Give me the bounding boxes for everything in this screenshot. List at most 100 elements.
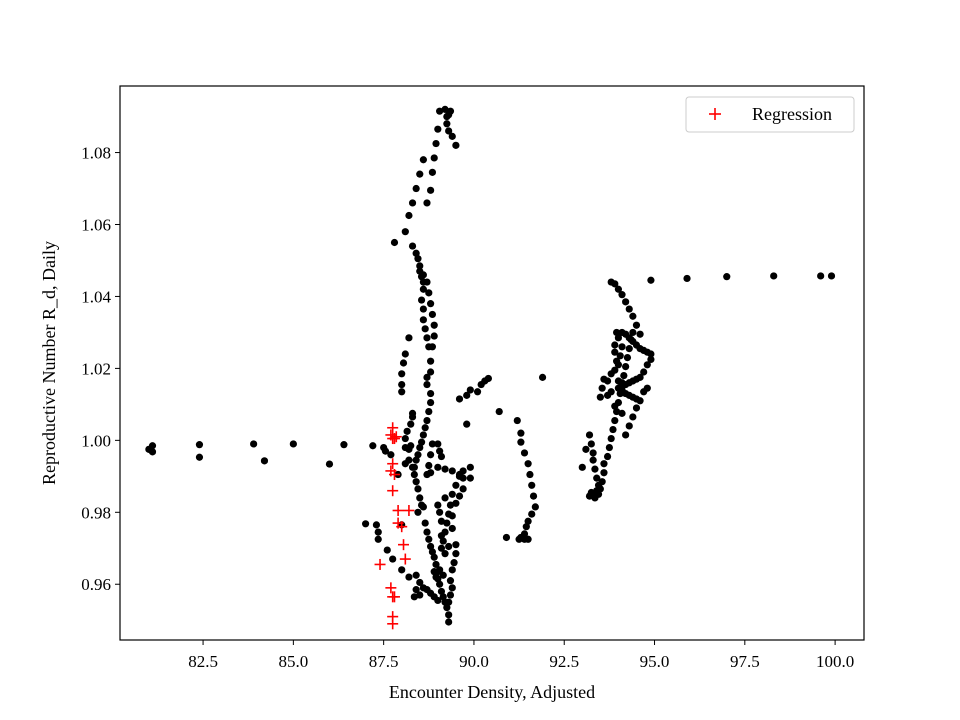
- data-point: [443, 120, 451, 128]
- data-point: [428, 343, 437, 351]
- data-point: [578, 463, 586, 471]
- data-point: [416, 170, 424, 178]
- data-point: [593, 474, 601, 482]
- regression-point: [387, 618, 399, 630]
- data-point: [625, 422, 633, 430]
- data-point: [430, 553, 438, 561]
- data-point: [434, 440, 442, 448]
- data-point: [260, 457, 269, 465]
- data-point: [423, 528, 431, 536]
- data-point: [528, 481, 536, 489]
- data-point: [405, 211, 413, 220]
- data-point: [466, 463, 474, 471]
- data-point: [632, 321, 641, 329]
- data-point: [484, 374, 492, 383]
- data-point: [399, 359, 408, 367]
- data-point: [466, 386, 474, 394]
- data-point: [515, 535, 523, 543]
- data-point: [389, 555, 397, 563]
- data-point: [596, 485, 604, 493]
- data-point: [723, 273, 731, 281]
- data-point: [412, 478, 420, 486]
- data-point: [618, 409, 626, 417]
- data-point: [427, 186, 435, 194]
- y-tick-label: 0.98: [81, 503, 111, 522]
- x-tick-label: 82.5: [188, 652, 218, 671]
- data-point: [528, 510, 536, 518]
- data-point: [448, 132, 456, 140]
- data-point: [416, 262, 424, 270]
- data-point: [455, 492, 464, 500]
- data-point: [405, 573, 413, 581]
- data-point: [408, 242, 417, 250]
- plot-marks: [145, 105, 836, 630]
- data-point: [448, 490, 456, 498]
- data-point: [618, 343, 626, 351]
- data-point: [432, 560, 440, 569]
- data-point: [463, 420, 471, 428]
- data-point: [603, 391, 612, 399]
- data-point: [195, 441, 204, 449]
- x-tick-label: 95.0: [640, 652, 670, 671]
- data-point: [596, 393, 604, 401]
- data-point: [609, 425, 617, 434]
- regression-point: [374, 558, 386, 570]
- data-point: [632, 404, 641, 412]
- data-point: [587, 440, 595, 448]
- data-point: [600, 460, 608, 468]
- data-point: [524, 535, 532, 543]
- data-point: [416, 578, 424, 587]
- x-axis-ticks: 82.5 85.0 87.5 90.0 92.5 95.0 97.5 100.0: [188, 640, 854, 671]
- data-point: [419, 316, 427, 324]
- data-point: [423, 416, 431, 425]
- data-point: [419, 285, 427, 293]
- data-point: [425, 407, 433, 416]
- data-point: [625, 345, 633, 353]
- legend-box: [685, 96, 855, 133]
- data-point: [407, 442, 415, 450]
- legend-label-regression: Regression: [752, 104, 832, 124]
- data-point: [452, 550, 460, 558]
- data-point: [441, 465, 449, 473]
- data-point: [647, 350, 655, 358]
- y-tick-label: 1.00: [81, 431, 111, 450]
- data-point: [405, 456, 413, 464]
- data-point: [428, 440, 437, 448]
- data-point: [432, 573, 440, 581]
- data-point: [148, 442, 157, 450]
- regression-point: [385, 582, 397, 594]
- data-point: [412, 586, 420, 594]
- data-point: [419, 431, 427, 439]
- data-point: [459, 467, 467, 475]
- regression-point: [388, 591, 400, 603]
- y-tick-label: 1.02: [81, 359, 111, 378]
- y-tick-label: 1.04: [81, 287, 111, 306]
- data-point: [611, 341, 619, 349]
- data-point: [423, 199, 431, 207]
- data-point: [647, 355, 655, 364]
- data-point: [517, 429, 525, 437]
- regression-point: [403, 504, 415, 516]
- data-point: [419, 156, 427, 164]
- data-point: [340, 441, 348, 449]
- data-point: [427, 398, 435, 407]
- data-point: [416, 443, 424, 452]
- regression-point: [392, 504, 404, 516]
- data-point: [611, 416, 619, 425]
- data-point: [603, 452, 612, 461]
- data-point: [398, 370, 406, 378]
- data-point: [427, 389, 435, 398]
- data-point: [401, 228, 409, 236]
- regression-point: [390, 431, 402, 443]
- data-point: [452, 481, 460, 489]
- data-point: [591, 494, 599, 502]
- data-point: [425, 289, 433, 297]
- data-point: [408, 409, 417, 417]
- data-point: [538, 373, 547, 381]
- data-point: [148, 448, 157, 456]
- data-point: [423, 373, 431, 381]
- data-point: [603, 377, 612, 385]
- data-point: [526, 470, 534, 479]
- data-point: [250, 440, 258, 448]
